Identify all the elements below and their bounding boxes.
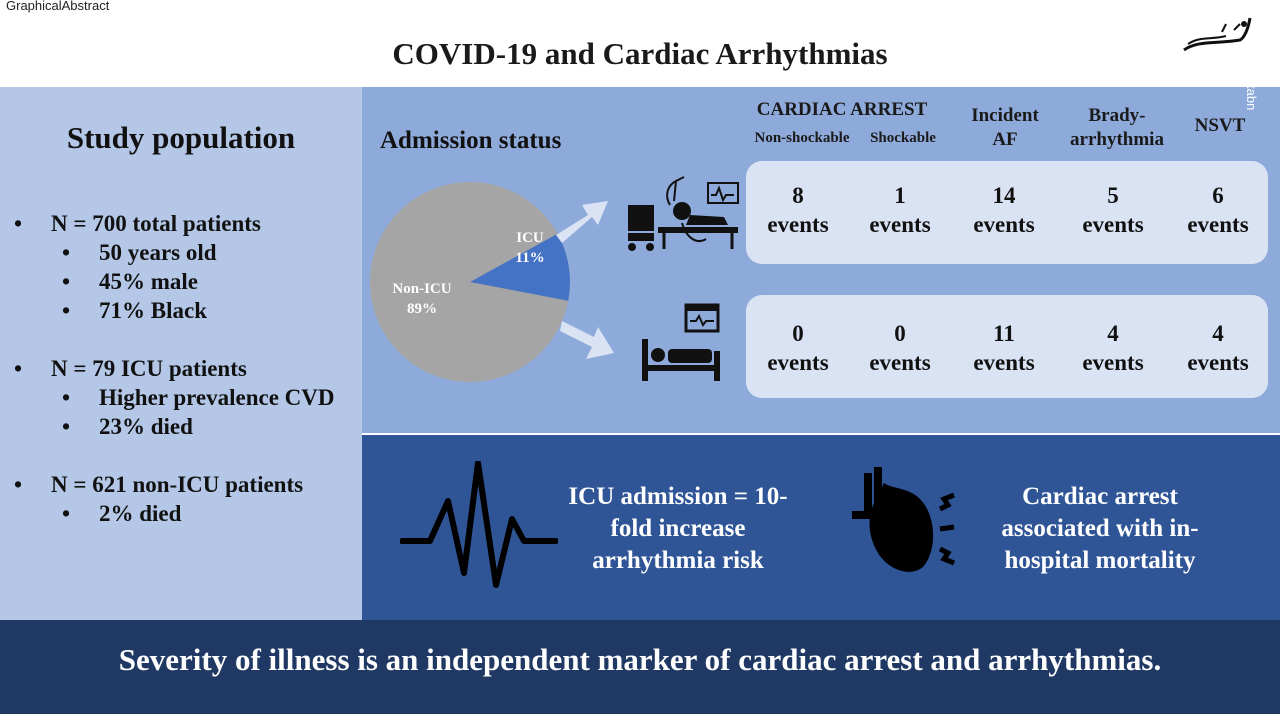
non-icu-shockable-cell: 0 events: [869, 321, 931, 375]
group-non-icu-died: 2% died: [14, 499, 359, 528]
icu-brady-cell: 5 events: [1082, 183, 1144, 237]
icu-bed-monitor-icon: [628, 176, 739, 251]
group-total-age: 50 years old: [14, 238, 359, 267]
group-total-sex: 45% male: [14, 267, 359, 296]
pie-pct-non-icu: 89%: [407, 301, 437, 317]
heart-arrhythmia-icon: [852, 467, 955, 572]
group-icu: N = 79 ICU patients: [14, 354, 359, 383]
key-findings-panel: ICU admission = 10-fold increase arrhyth…: [362, 435, 1280, 620]
pie-label-non-icu: Non-ICU: [392, 281, 451, 297]
study-population-list: N = 700 total patients 50 years old 45% …: [14, 209, 359, 528]
admission-pie-chart: ICU 11% Non-ICU 89%: [370, 182, 570, 382]
conclusion-panel: Severity of illness is an independent ma…: [0, 620, 1280, 714]
pie-slice-icu: [470, 233, 570, 301]
pie-pct-icu: 11%: [515, 250, 544, 266]
icu-events-row: 8 events 1 events 14 events 5 events 6 events: [746, 161, 1268, 264]
page-title: COVID-19 and Cardiac Arrhythmias: [392, 36, 888, 71]
non-icu-nsvt-cell: 4 events: [1187, 321, 1249, 375]
study-population-panel: Study population N = 700 total patients …: [0, 87, 362, 620]
study-population-title: Study population: [66, 120, 296, 155]
column-shockable: Shockable: [870, 130, 936, 146]
column-incident-af: Incident AF: [971, 105, 1039, 150]
non-icu-non-shockable-cell: 0 events: [767, 321, 829, 375]
non-icu-af-cell: 11 events: [973, 321, 1035, 375]
group-icu-died: 23% died: [14, 412, 359, 441]
column-non-shockable: Non-shockable: [754, 130, 850, 146]
watermark-text: tabn: [1244, 85, 1259, 111]
mortality-finding: Cardiac arrest associated with in-hospit…: [1001, 483, 1199, 574]
conclusion-text: Severity of illness is an independent ma…: [118, 642, 1162, 677]
non-icu-brady-cell: 4 events: [1082, 321, 1144, 375]
arrow-right-icon: [560, 321, 614, 359]
column-nsvt: NSVT: [1194, 115, 1246, 136]
group-total: N = 700 total patients: [14, 209, 359, 238]
column-bradyarrhythmia: Brady- arrhythmia: [1070, 105, 1164, 150]
publisher-logo-icon: [1183, 17, 1252, 52]
admission-status-title: Admission status: [380, 127, 562, 154]
pie-label-icu: ICU: [516, 230, 544, 246]
icu-risk-finding: ICU admission = 10-fold increase arrhyth…: [568, 483, 788, 574]
group-icu-cvd: Higher prevalence CVD: [14, 383, 359, 412]
ecg-waveform-icon: [400, 461, 558, 588]
graphical-abstract-label: GraphicalAbstract: [6, 0, 110, 13]
group-total-race: 71% Black: [14, 296, 359, 325]
icu-af-cell: 14 events: [973, 183, 1035, 237]
cardiac-arrest-header: CARDIAC ARREST: [756, 99, 928, 120]
icu-non-shockable-cell: 8 events: [767, 183, 829, 237]
admission-status-panel: Admission status ICU 11% Non-ICU 89%: [362, 87, 1280, 433]
group-non-icu: N = 621 non-ICU patients: [14, 470, 359, 499]
icu-nsvt-cell: 6 events: [1187, 183, 1249, 237]
arrow-right-icon: [556, 201, 608, 243]
icu-shockable-cell: 1 events: [869, 183, 931, 237]
hospital-bed-icon: [642, 303, 720, 381]
non-icu-events-row: 0 events 0 events 11 events 4 events 4 events: [746, 295, 1268, 398]
